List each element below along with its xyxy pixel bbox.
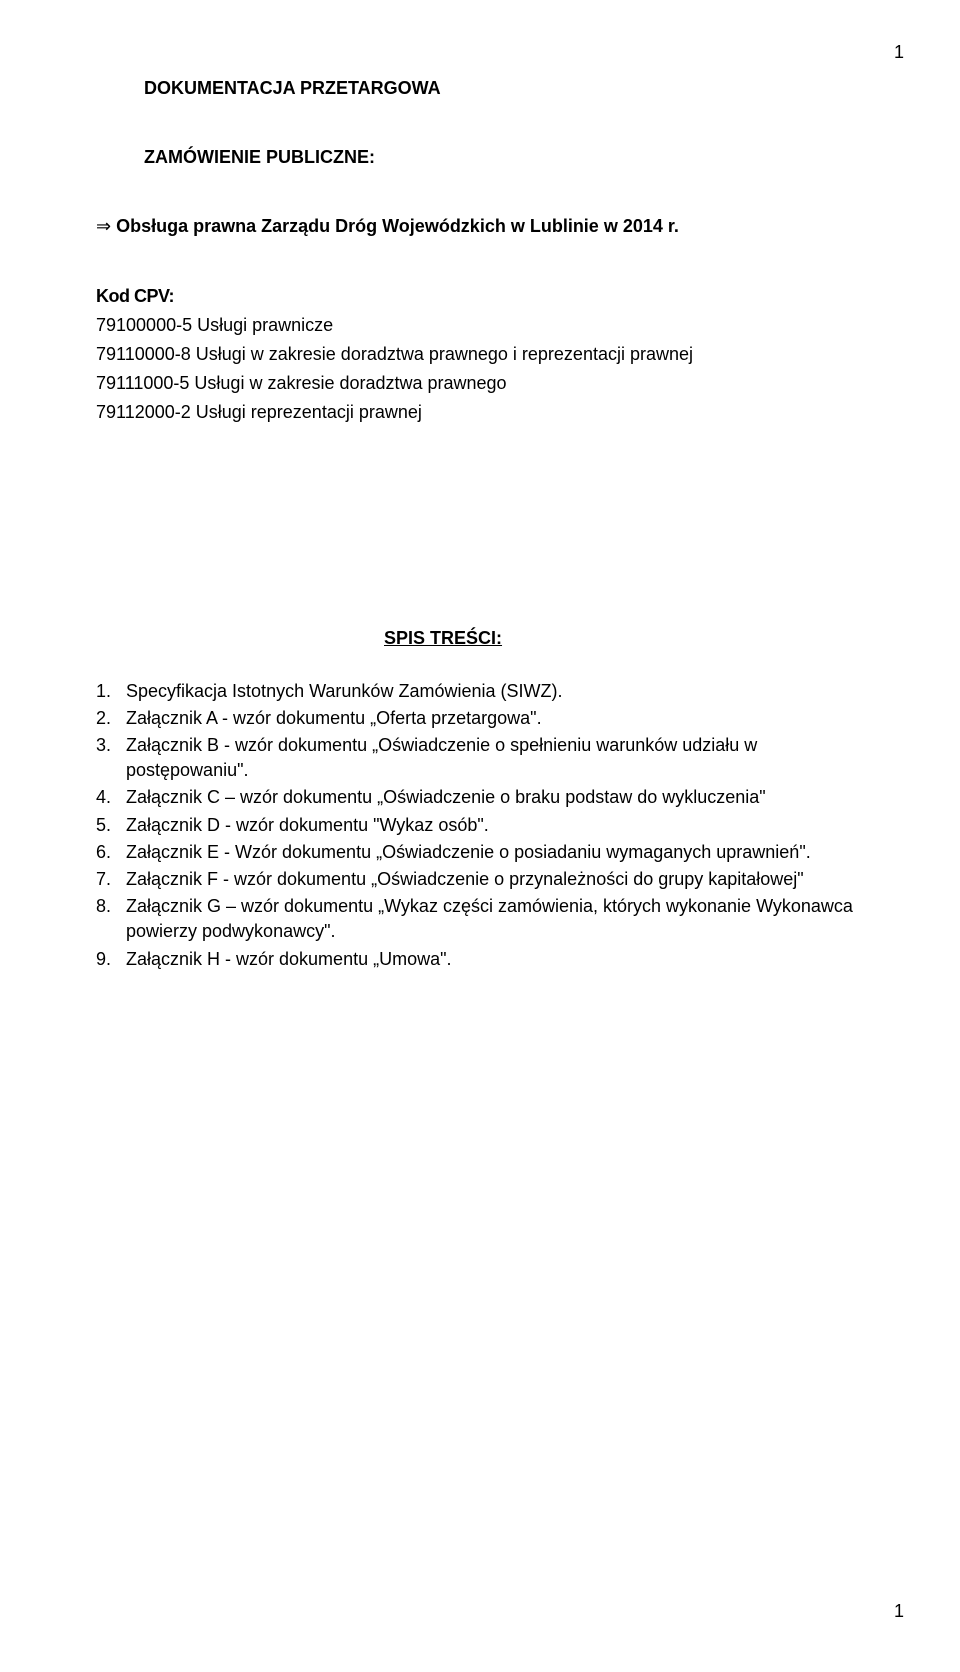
page-number-top: 1	[894, 40, 904, 65]
toc-item: 1. Specyfikacja Istotnych Warunków Zamów…	[96, 679, 864, 704]
spacer	[96, 426, 864, 626]
toc-number: 3.	[96, 733, 126, 758]
arrow-icon: ⇒	[96, 216, 111, 236]
cpv-line: 79111000-5 Usługi w zakresie doradztwa p…	[96, 371, 864, 396]
cpv-line: 79112000-2 Usługi reprezentacji prawnej	[96, 400, 864, 425]
toc-item: 3. Załącznik B - wzór dokumentu „Oświadc…	[96, 733, 864, 783]
document-title: DOKUMENTACJA PRZETARGOWA	[144, 76, 864, 101]
toc-text: Załącznik B - wzór dokumentu „Oświadczen…	[126, 733, 864, 783]
order-text: Obsługa prawna Zarządu Dróg Wojewódzkich…	[116, 216, 679, 236]
document-page: 1 DOKUMENTACJA PRZETARGOWA ZAMÓWIENIE PU…	[0, 0, 960, 1672]
toc-text: Załącznik C – wzór dokumentu „Oświadczen…	[126, 785, 864, 810]
toc-number: 2.	[96, 706, 126, 731]
toc-text: Specyfikacja Istotnych Warunków Zamówien…	[126, 679, 864, 704]
toc-title: SPIS TREŚCI:	[384, 626, 864, 651]
order-label: ZAMÓWIENIE PUBLICZNE:	[144, 145, 864, 170]
toc-number: 1.	[96, 679, 126, 704]
toc-list: 1. Specyfikacja Istotnych Warunków Zamów…	[96, 679, 864, 972]
toc-text: Załącznik G – wzór dokumentu „Wykaz częś…	[126, 894, 864, 944]
order-line: ⇒ Obsługa prawna Zarządu Dróg Wojewódzki…	[96, 214, 864, 239]
toc-number: 7.	[96, 867, 126, 892]
page-number-bottom: 1	[894, 1599, 904, 1624]
toc-number: 4.	[96, 785, 126, 810]
toc-item: 5. Załącznik D - wzór dokumentu "Wykaz o…	[96, 813, 864, 838]
toc-number: 9.	[96, 947, 126, 972]
toc-number: 6.	[96, 840, 126, 865]
toc-item: 9. Załącznik H - wzór dokumentu „Umowa".	[96, 947, 864, 972]
toc-text: Załącznik D - wzór dokumentu "Wykaz osób…	[126, 813, 864, 838]
toc-text: Załącznik F - wzór dokumentu „Oświadczen…	[126, 867, 864, 892]
toc-item: 4. Załącznik C – wzór dokumentu „Oświadc…	[96, 785, 864, 810]
toc-item: 8. Załącznik G – wzór dokumentu „Wykaz c…	[96, 894, 864, 944]
toc-text: Załącznik H - wzór dokumentu „Umowa".	[126, 947, 864, 972]
toc-item: 6. Załącznik E - Wzór dokumentu „Oświadc…	[96, 840, 864, 865]
toc-number: 5.	[96, 813, 126, 838]
toc-number: 8.	[96, 894, 126, 919]
toc-text: Załącznik E - Wzór dokumentu „Oświadczen…	[126, 840, 864, 865]
toc-text: Załącznik A - wzór dokumentu „Oferta prz…	[126, 706, 864, 731]
toc-item: 2. Załącznik A - wzór dokumentu „Oferta …	[96, 706, 864, 731]
cpv-line: 79110000-8 Usługi w zakresie doradztwa p…	[96, 342, 864, 367]
toc-item: 7. Załącznik F - wzór dokumentu „Oświadc…	[96, 867, 864, 892]
kod-cpv-label: Kod CPV:	[96, 284, 864, 309]
cpv-line: 79100000-5 Usługi prawnicze	[96, 313, 864, 338]
